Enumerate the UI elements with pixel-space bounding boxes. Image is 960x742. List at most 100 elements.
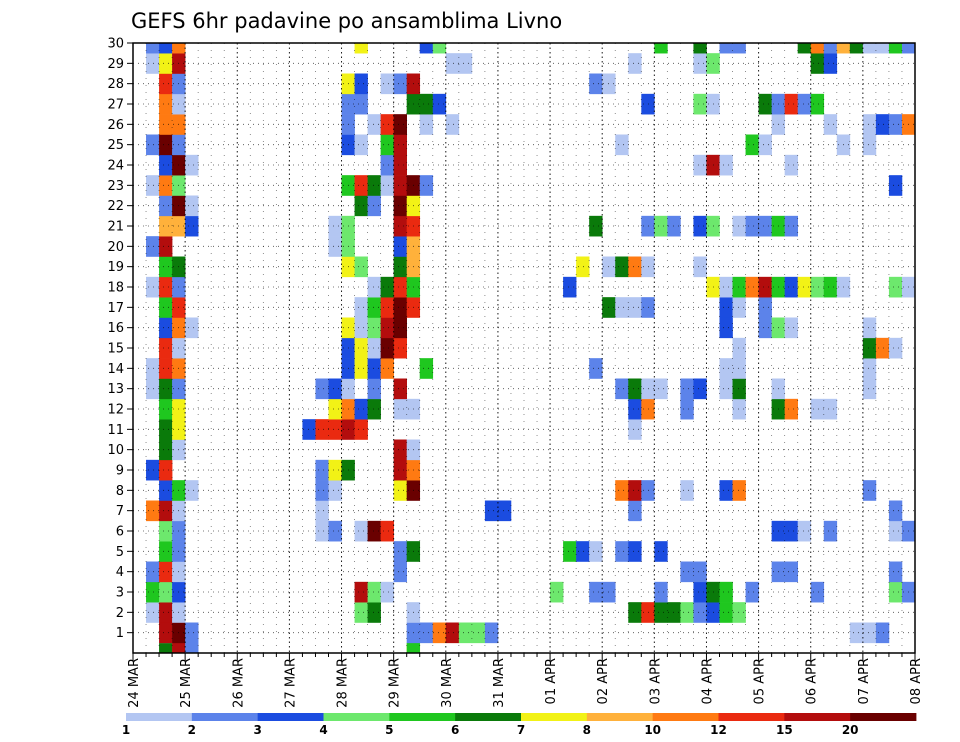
y-tick-label: 2 bbox=[116, 606, 124, 621]
heatmap-cell bbox=[823, 53, 838, 74]
heatmap-cell bbox=[615, 480, 629, 501]
heatmap-cell bbox=[862, 622, 877, 644]
heatmap-cell bbox=[159, 337, 173, 359]
heatmap-cell bbox=[380, 73, 394, 95]
heatmap-cell bbox=[159, 480, 173, 501]
x-tick-label: 30 MAR bbox=[440, 658, 455, 708]
heatmap-cell bbox=[693, 43, 707, 54]
heatmap-cell bbox=[367, 337, 381, 359]
x-tick-label: 02 APR bbox=[596, 658, 611, 704]
heatmap-cell bbox=[888, 43, 903, 54]
heatmap-cell bbox=[159, 520, 173, 542]
heatmap-cell bbox=[146, 500, 160, 522]
heatmap-cell bbox=[628, 419, 642, 440]
heatmap-cell bbox=[641, 93, 655, 115]
heatmap-cell bbox=[367, 602, 381, 623]
heatmap-cell bbox=[654, 215, 668, 237]
legend-swatch bbox=[718, 713, 785, 721]
heatmap-cell bbox=[732, 276, 746, 298]
x-tick-label: 01 APR bbox=[544, 658, 559, 704]
x-tick-label: 26 MAR bbox=[231, 658, 246, 708]
heatmap-cell bbox=[393, 215, 407, 237]
heatmap-cell bbox=[563, 541, 577, 562]
heatmap-cell bbox=[693, 561, 707, 583]
x-tick-label: 03 APR bbox=[648, 658, 663, 704]
heatmap-cell bbox=[315, 480, 329, 501]
heatmap-cell bbox=[732, 297, 746, 318]
heatmap-cell bbox=[354, 256, 368, 278]
heatmap-cell bbox=[159, 215, 173, 237]
heatmap-cell bbox=[628, 541, 642, 562]
heatmap-cell bbox=[367, 114, 381, 135]
legend-swatch bbox=[191, 713, 259, 721]
heatmap-cell bbox=[393, 459, 407, 481]
heatmap-cell bbox=[354, 175, 368, 196]
heatmap-cell bbox=[862, 358, 877, 379]
heatmap-cell bbox=[445, 622, 460, 644]
heatmap-cell bbox=[641, 378, 655, 400]
heatmap-cell bbox=[628, 602, 642, 623]
heatmap-cell bbox=[419, 43, 434, 54]
heatmap-cell bbox=[888, 337, 903, 359]
heatmap-cell bbox=[719, 358, 733, 379]
heatmap-cell bbox=[641, 297, 655, 318]
heatmap-cell bbox=[393, 175, 407, 196]
grid-lines bbox=[133, 42, 915, 653]
heatmap-cell bbox=[563, 276, 577, 298]
legend-swatch bbox=[521, 713, 588, 721]
heatmap-cell bbox=[615, 541, 629, 562]
heatmap-cell bbox=[367, 175, 381, 196]
heatmap-cell bbox=[745, 215, 759, 237]
heatmap-cell bbox=[146, 236, 160, 257]
y-tick-label: 26 bbox=[107, 118, 124, 133]
y-tick-label: 13 bbox=[107, 382, 124, 397]
heatmap-cell bbox=[641, 256, 655, 278]
heatmap-cell bbox=[393, 134, 407, 156]
heatmap-cell bbox=[380, 317, 394, 339]
heatmap-cell bbox=[354, 93, 368, 115]
y-tick-label: 15 bbox=[107, 342, 124, 357]
heatmap-cell bbox=[875, 43, 890, 54]
heatmap-cell bbox=[367, 297, 381, 318]
color-legend: 1 2 3 4 5 6 7 8 10 12 15 20 bbox=[122, 713, 917, 737]
x-tick-label: 29 MAR bbox=[388, 658, 403, 708]
heatmap-cell bbox=[888, 561, 903, 583]
heatmap-cell bbox=[497, 500, 512, 522]
heatmap-cell bbox=[393, 114, 407, 135]
x-tick-label: 24 MAR bbox=[127, 658, 142, 708]
heatmap-cell bbox=[354, 297, 368, 318]
heatmap-cell bbox=[680, 398, 694, 420]
heatmap-cell bbox=[367, 581, 381, 603]
heatmap-cell bbox=[628, 398, 642, 420]
y-tick-label: 24 bbox=[107, 159, 124, 174]
heatmap-cell bbox=[719, 154, 733, 176]
heatmap-cell bbox=[185, 480, 199, 501]
heatmap-cell bbox=[810, 398, 825, 420]
heatmap-cell bbox=[146, 561, 160, 583]
heatmap-cell bbox=[758, 297, 772, 318]
heatmap-cell bbox=[862, 317, 877, 339]
heatmap-cell bbox=[419, 358, 434, 379]
heatmap-cell bbox=[849, 43, 864, 54]
heatmap-cell bbox=[146, 53, 160, 74]
heatmap-cell bbox=[458, 53, 473, 74]
heatmap-cell bbox=[550, 581, 564, 603]
y-tick-label: 20 bbox=[107, 240, 124, 255]
legend-swatch bbox=[850, 713, 917, 721]
legend-label: 2 bbox=[188, 723, 196, 737]
heatmap-cell bbox=[354, 398, 368, 420]
heatmap-cell bbox=[823, 276, 838, 298]
heatmap-cell bbox=[810, 276, 825, 298]
heatmap-cell bbox=[862, 480, 877, 501]
heatmap-cell bbox=[159, 398, 173, 420]
heatmap-cell bbox=[745, 276, 759, 298]
heatmap-cell bbox=[393, 378, 407, 400]
y-tick-label: 11 bbox=[107, 423, 124, 438]
heatmap-cell bbox=[146, 378, 160, 400]
heatmap-cell bbox=[484, 622, 499, 644]
heatmap-cell bbox=[641, 215, 655, 237]
heatmap-cell bbox=[615, 256, 629, 278]
heatmap-cell bbox=[667, 602, 681, 623]
heatmap-cell bbox=[328, 398, 342, 420]
